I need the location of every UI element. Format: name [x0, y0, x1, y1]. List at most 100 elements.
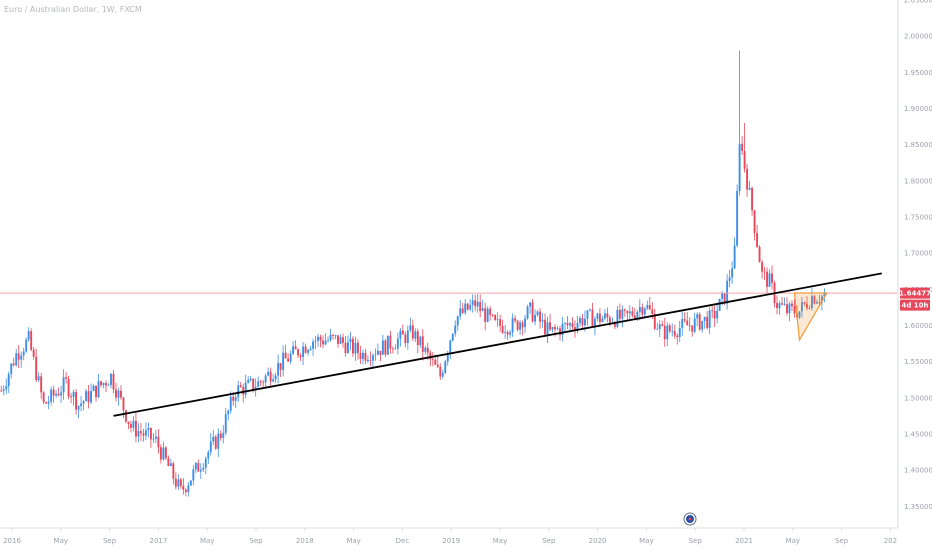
- candle-body: [249, 378, 252, 380]
- candle-body: [359, 353, 362, 359]
- candle-body: [122, 397, 125, 411]
- candle-body: [788, 303, 791, 314]
- candle-body: [506, 332, 509, 335]
- time-tick-label: Dec: [396, 537, 410, 545]
- candle-body: [15, 353, 18, 366]
- candle-body: [708, 310, 711, 328]
- price-tick-label: 1.35000: [904, 503, 932, 511]
- candle-body: [371, 355, 374, 361]
- candle-body: [519, 322, 522, 330]
- candle-body: [242, 386, 245, 395]
- candle-body: [334, 335, 337, 337]
- candle-body: [628, 311, 631, 314]
- candle-body: [449, 340, 452, 354]
- candle-body: [110, 373, 112, 385]
- candle-body: [299, 355, 302, 358]
- candle-body: [137, 431, 140, 437]
- candle-body: [349, 338, 352, 343]
- candle-body: [202, 467, 205, 470]
- candle-body: [409, 325, 412, 331]
- candle-body: [768, 273, 771, 287]
- time-tick-label: Sep: [249, 537, 263, 545]
- candle-body: [107, 384, 110, 386]
- candle-body: [269, 371, 272, 382]
- candle-body: [561, 323, 564, 336]
- trendline[interactable]: [113, 272, 882, 417]
- candle-body: [62, 377, 65, 393]
- candle-body: [781, 303, 783, 305]
- candle-body: [678, 328, 681, 338]
- price-tag-box: [900, 287, 930, 299]
- triangle-pattern[interactable]: [793, 292, 828, 342]
- candle-body: [67, 378, 70, 397]
- candle-body: [284, 352, 287, 359]
- candle-body: [763, 271, 766, 273]
- candle-body: [696, 314, 699, 319]
- candle-body: [144, 430, 147, 436]
- candle-body: [237, 385, 240, 398]
- candle-body: [471, 300, 474, 305]
- candle-body: [75, 392, 78, 410]
- candle-body: [194, 462, 197, 470]
- candle-body: [444, 361, 447, 373]
- candle-body: [384, 340, 387, 355]
- candle-body: [352, 338, 354, 354]
- candle-body: [691, 325, 694, 332]
- candle-body: [474, 300, 477, 307]
- candle-body: [504, 332, 507, 333]
- candle-body: [746, 168, 749, 190]
- flag-eu-icon[interactable]: [683, 512, 697, 526]
- candle-body: [606, 313, 609, 318]
- candle-body: [741, 143, 744, 152]
- price-axis[interactable]: 2.05000 2.00000 1.95000 1.90000 1.85000 1.800…: [904, 0, 932, 511]
- time-axis[interactable]: 2016 May Sep 2017 May Sep 2018 May Dec 2019 May Sep…: [3, 528, 897, 545]
- candle-body: [608, 317, 611, 324]
- candle-body: [686, 320, 689, 326]
- candle-body: [312, 341, 315, 349]
- candle-body: [95, 385, 97, 398]
- candle-body: [40, 376, 43, 393]
- candle-body: [55, 393, 58, 396]
- candle-body: [294, 346, 297, 350]
- candle-body: [77, 406, 80, 410]
- candle-body: [461, 308, 464, 313]
- candle-body: [803, 302, 806, 304]
- candle-body: [52, 389, 55, 396]
- candle-body: [583, 318, 586, 326]
- candle-body: [613, 322, 616, 327]
- candle-body: [579, 318, 581, 324]
- candle-body: [451, 333, 454, 341]
- candle-body: [738, 143, 741, 191]
- time-tick-label: Sep: [689, 537, 703, 545]
- candle-body: [653, 313, 656, 329]
- price-tick-label: 1.55000: [904, 358, 932, 366]
- candle-body: [50, 389, 53, 402]
- candle-body: [626, 310, 629, 314]
- candle-body: [406, 330, 409, 344]
- candle-body: [569, 323, 571, 326]
- candle-body: [728, 277, 731, 281]
- candle-body: [72, 392, 75, 398]
- candle-body: [376, 350, 379, 355]
- candle-body: [259, 381, 262, 383]
- candle-body: [42, 392, 45, 403]
- candle-body: [322, 340, 324, 345]
- candle-body: [426, 347, 429, 353]
- candle-body: [157, 436, 160, 448]
- candle-body: [711, 310, 714, 312]
- candle-body: [633, 315, 636, 319]
- candle-body: [574, 327, 576, 330]
- candle-body: [10, 363, 13, 375]
- event-icon-mark: [688, 517, 692, 521]
- price-tick-label: 1.80000: [904, 177, 932, 185]
- candle-body: [314, 340, 317, 342]
- candle-body: [534, 315, 537, 322]
- candle-body: [25, 339, 28, 352]
- price-tick-label: 1.50000: [904, 394, 932, 402]
- candle-body: [681, 319, 684, 329]
- candle-body: [666, 325, 669, 340]
- candle-body: [357, 342, 359, 354]
- candle-body: [162, 447, 165, 460]
